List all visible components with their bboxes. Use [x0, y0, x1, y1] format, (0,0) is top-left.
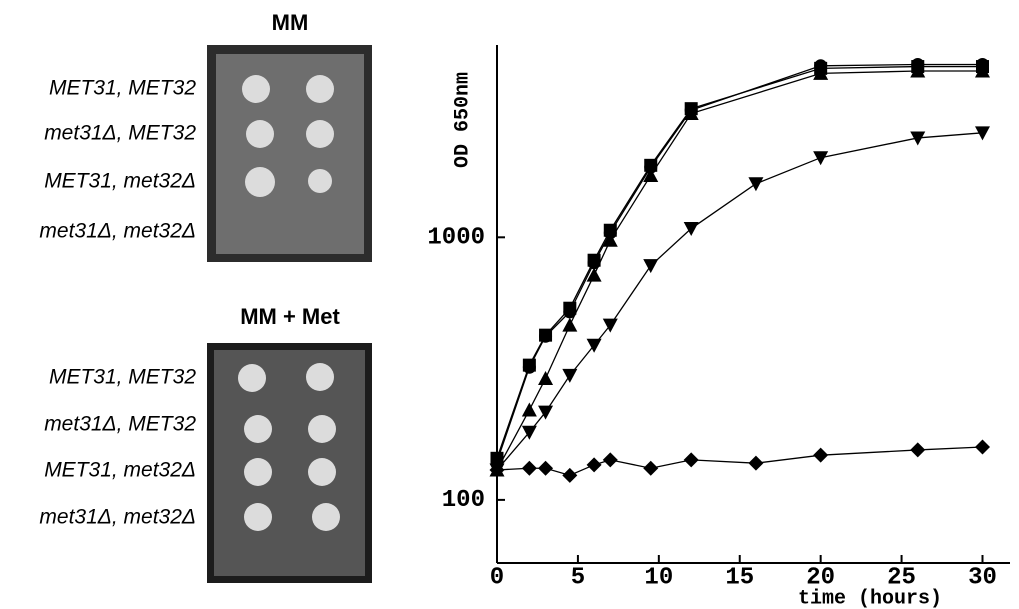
marker [522, 358, 536, 372]
marker [521, 402, 537, 417]
marker [974, 63, 990, 78]
marker [603, 223, 617, 237]
strain-label: MET31, MET32 [49, 366, 196, 389]
x-tick-label: 10 [644, 564, 673, 591]
marker [910, 442, 926, 458]
strain-label: met31Δ, MET32 [44, 413, 196, 436]
marker [538, 370, 554, 385]
spots [242, 75, 334, 197]
marker [602, 232, 618, 247]
marker [586, 338, 602, 353]
marker [602, 318, 618, 333]
series-line [496, 65, 983, 459]
marker [539, 328, 553, 342]
series-line [496, 70, 983, 471]
x-tick-label: 0 [490, 564, 504, 591]
marker [490, 451, 504, 465]
strain-label: met31Δ, met32Δ [39, 220, 196, 243]
series-line [496, 132, 983, 471]
x-tick-label: 25 [887, 564, 916, 591]
x-tick-label: 5 [571, 564, 585, 591]
marker [602, 452, 618, 468]
y-axis-label: OD 650nm [451, 72, 474, 168]
marker [562, 467, 578, 483]
strain-label: met31Δ, MET32 [44, 122, 196, 145]
x-axis-label: time (hours) [798, 587, 942, 609]
spots [238, 363, 340, 531]
y-tick-label: 1000 [427, 225, 485, 252]
marker [521, 460, 537, 476]
marker [683, 106, 699, 121]
marker [974, 439, 990, 455]
x-tick-label: 30 [968, 564, 997, 591]
strain-label: MET31, met32Δ [44, 170, 196, 193]
marker [748, 177, 764, 192]
strain-label: MET31, MET32 [49, 77, 196, 100]
marker [643, 167, 659, 182]
marker [562, 317, 578, 332]
marker [489, 462, 505, 478]
marker [813, 151, 829, 166]
marker [643, 259, 659, 274]
x-tick-label: 15 [725, 564, 754, 591]
marker [910, 63, 926, 78]
marker [586, 457, 602, 473]
marker [587, 253, 601, 267]
marker [563, 301, 577, 315]
strain-label: met31Δ, met32Δ [39, 506, 196, 529]
marker [910, 131, 926, 146]
marker [813, 65, 829, 80]
marker [683, 452, 699, 468]
marker [974, 126, 990, 141]
marker [644, 158, 658, 172]
marker [643, 460, 659, 476]
marker [538, 405, 554, 420]
y-tick-label: 100 [442, 487, 485, 514]
marker [562, 368, 578, 383]
x-tick-label: 20 [806, 564, 835, 591]
marker [813, 447, 829, 463]
marker [586, 267, 602, 282]
marker [748, 455, 764, 471]
marker [521, 425, 537, 440]
series-line [496, 63, 983, 462]
marker [683, 222, 699, 237]
plate-agar [214, 350, 365, 576]
plate-title: MM + Met [240, 304, 340, 329]
marker [538, 460, 554, 476]
plate-agar [216, 54, 364, 254]
plate-title: MM [272, 10, 309, 35]
strain-label: MET31, met32Δ [44, 459, 196, 482]
